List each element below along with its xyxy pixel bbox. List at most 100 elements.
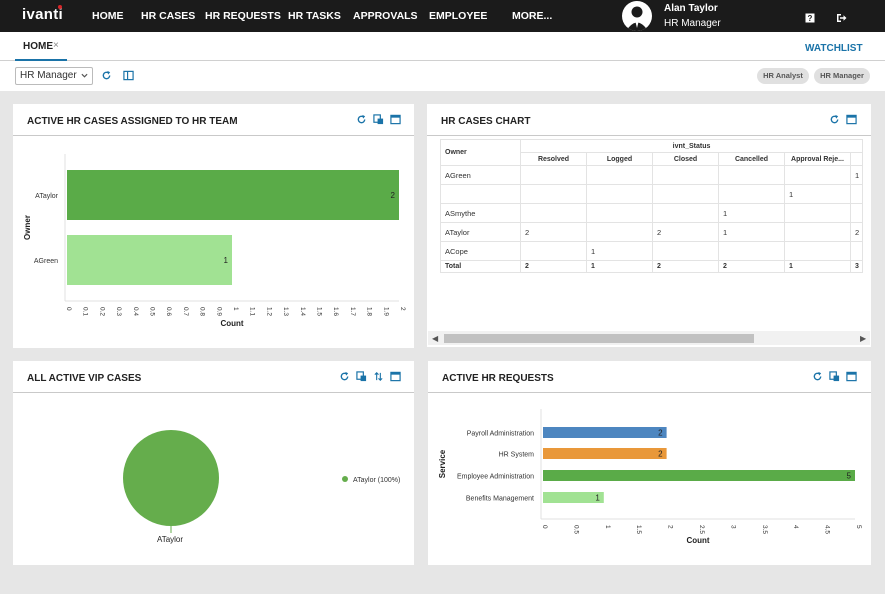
table-cell (849, 203, 864, 223)
total-cell: 2 (652, 260, 719, 273)
category-label: AGreen (34, 258, 58, 265)
horizontal-scrollbar[interactable]: ◀ ▶ (428, 331, 870, 345)
nav-hr-cases[interactable]: HR CASES (141, 10, 196, 22)
logout-icon[interactable] (836, 10, 847, 22)
x-tick-label: 1.6 (332, 307, 339, 316)
help-icon[interactable]: ? (805, 10, 815, 23)
bar (67, 235, 232, 285)
x-tick-label: 1.5 (316, 307, 323, 316)
nav-approvals[interactable]: APPROVALS (353, 10, 418, 22)
panel-divider (13, 135, 414, 136)
panel-title: ALL ACTIVE VIP CASES (27, 373, 142, 384)
column-header[interactable]: Approval Reje... (784, 152, 851, 166)
panel-hr-requests: ACTIVE HR REQUESTS (428, 361, 871, 565)
maximize-icon[interactable] (846, 371, 857, 382)
x-tick-label: 1 (232, 307, 239, 311)
table-cell: 1 (784, 184, 851, 204)
maximize-icon[interactable] (846, 114, 857, 125)
column-header[interactable]: Logged (586, 152, 653, 166)
category-label: Payroll Administration (467, 431, 534, 438)
table-cell (520, 165, 587, 185)
maximize-icon[interactable] (390, 114, 401, 125)
sort-icon[interactable] (373, 371, 384, 382)
bar-data-label: 1 (595, 494, 600, 503)
bar (543, 470, 855, 481)
export-icon[interactable] (373, 114, 384, 125)
role-select[interactable]: HR Manager (15, 67, 93, 85)
x-tick-label: 1.2 (265, 307, 272, 316)
table-cell (586, 184, 653, 204)
maximize-icon[interactable] (390, 371, 401, 382)
table-row[interactable]: AGreen 1 (440, 165, 864, 185)
x-tick-label: 3 (729, 525, 736, 529)
scroll-right-icon[interactable]: ▶ (860, 334, 867, 343)
category-label: Employee Administration (457, 474, 534, 481)
x-tick-label: 1.5 (635, 525, 642, 534)
x-tick-label: 1.7 (349, 307, 356, 316)
table-cell (784, 222, 851, 242)
x-tick-label: 0.5 (572, 525, 579, 534)
x-tick-label: 5 (855, 525, 862, 529)
table-cell (586, 165, 653, 185)
y-axis-title: Service (438, 449, 447, 478)
panel-assigned-cases: ACTIVE HR CASES ASSIGNED TO HR TEAM (13, 104, 414, 348)
x-tick-label: 0.3 (115, 307, 122, 316)
table-row[interactable]: ATaylor 2 2 1 2 (440, 222, 864, 242)
nav-more[interactable]: MORE... (512, 10, 553, 22)
column-header-overflow (849, 152, 864, 166)
table-row[interactable]: ACope 1 (440, 241, 864, 261)
refresh-icon[interactable] (356, 114, 367, 125)
column-header[interactable]: Cancelled (718, 152, 785, 166)
refresh-icon[interactable] (812, 371, 823, 382)
status-group-header[interactable]: ivnt_Status (519, 139, 864, 153)
table-cell (784, 241, 851, 261)
x-tick-label: 4 (792, 525, 799, 529)
owner-cell: ATaylor (440, 222, 521, 242)
table-cell (586, 222, 653, 242)
layout-icon[interactable] (123, 70, 134, 81)
total-cell: 1 (784, 260, 851, 273)
refresh-icon[interactable] (339, 371, 350, 382)
x-tick-label: 1.4 (299, 307, 306, 316)
panel-divider (427, 135, 871, 136)
column-header[interactable]: Closed (652, 152, 719, 166)
table-row[interactable]: 1 (440, 184, 864, 204)
total-cell: 2 (718, 260, 785, 273)
table-cell (520, 184, 587, 204)
x-tick-label: 4.5 (824, 525, 831, 534)
table-cell (849, 241, 864, 261)
nav-home[interactable]: HOME (92, 10, 124, 22)
nav-hr-tasks[interactable]: HR TASKS (288, 10, 341, 22)
watchlist-link[interactable]: WATCHLIST (805, 43, 863, 54)
role-pill-hr-analyst[interactable]: HR Analyst (757, 68, 809, 84)
hr-cases-grid: Owner ivnt_Status Resolved Logged Closed… (440, 139, 864, 273)
scroll-thumb[interactable] (444, 334, 754, 343)
x-tick-label: 1.3 (282, 307, 289, 316)
column-header[interactable]: Resolved (520, 152, 587, 166)
tab-home[interactable]: HOME × (15, 32, 67, 61)
owner-header[interactable]: Owner (440, 139, 521, 166)
table-cell (652, 184, 719, 204)
refresh-icon[interactable] (101, 70, 112, 81)
nav-hr-requests[interactable]: HR REQUESTS (205, 10, 281, 22)
x-tick-label: 0.4 (132, 307, 139, 316)
x-tick-label: 1.8 (366, 307, 373, 316)
tab-close-icon[interactable]: × (53, 40, 59, 51)
nav-employee[interactable]: EMPLOYEE (429, 10, 488, 22)
export-icon[interactable] (356, 371, 367, 382)
role-pill-hr-manager[interactable]: HR Manager (814, 68, 870, 84)
user-avatar[interactable] (622, 1, 652, 31)
table-cell: 1 (586, 241, 653, 261)
scroll-left-icon[interactable]: ◀ (432, 334, 439, 343)
table-row[interactable]: ASmythe 1 (440, 203, 864, 223)
ivanti-logo[interactable]: ivanti (22, 5, 63, 23)
panel-divider (13, 392, 414, 393)
legend-swatch (342, 476, 348, 482)
x-tick-label: 0.5 (149, 307, 156, 316)
panel-title: HR CASES CHART (441, 116, 531, 127)
user-name[interactable]: Alan Taylor (664, 3, 718, 14)
refresh-icon[interactable] (829, 114, 840, 125)
hr-requests-chart: 2 Payroll Administration 2 HR System 5 Employ… (438, 409, 862, 545)
export-icon[interactable] (829, 371, 840, 382)
table-cell (718, 241, 785, 261)
